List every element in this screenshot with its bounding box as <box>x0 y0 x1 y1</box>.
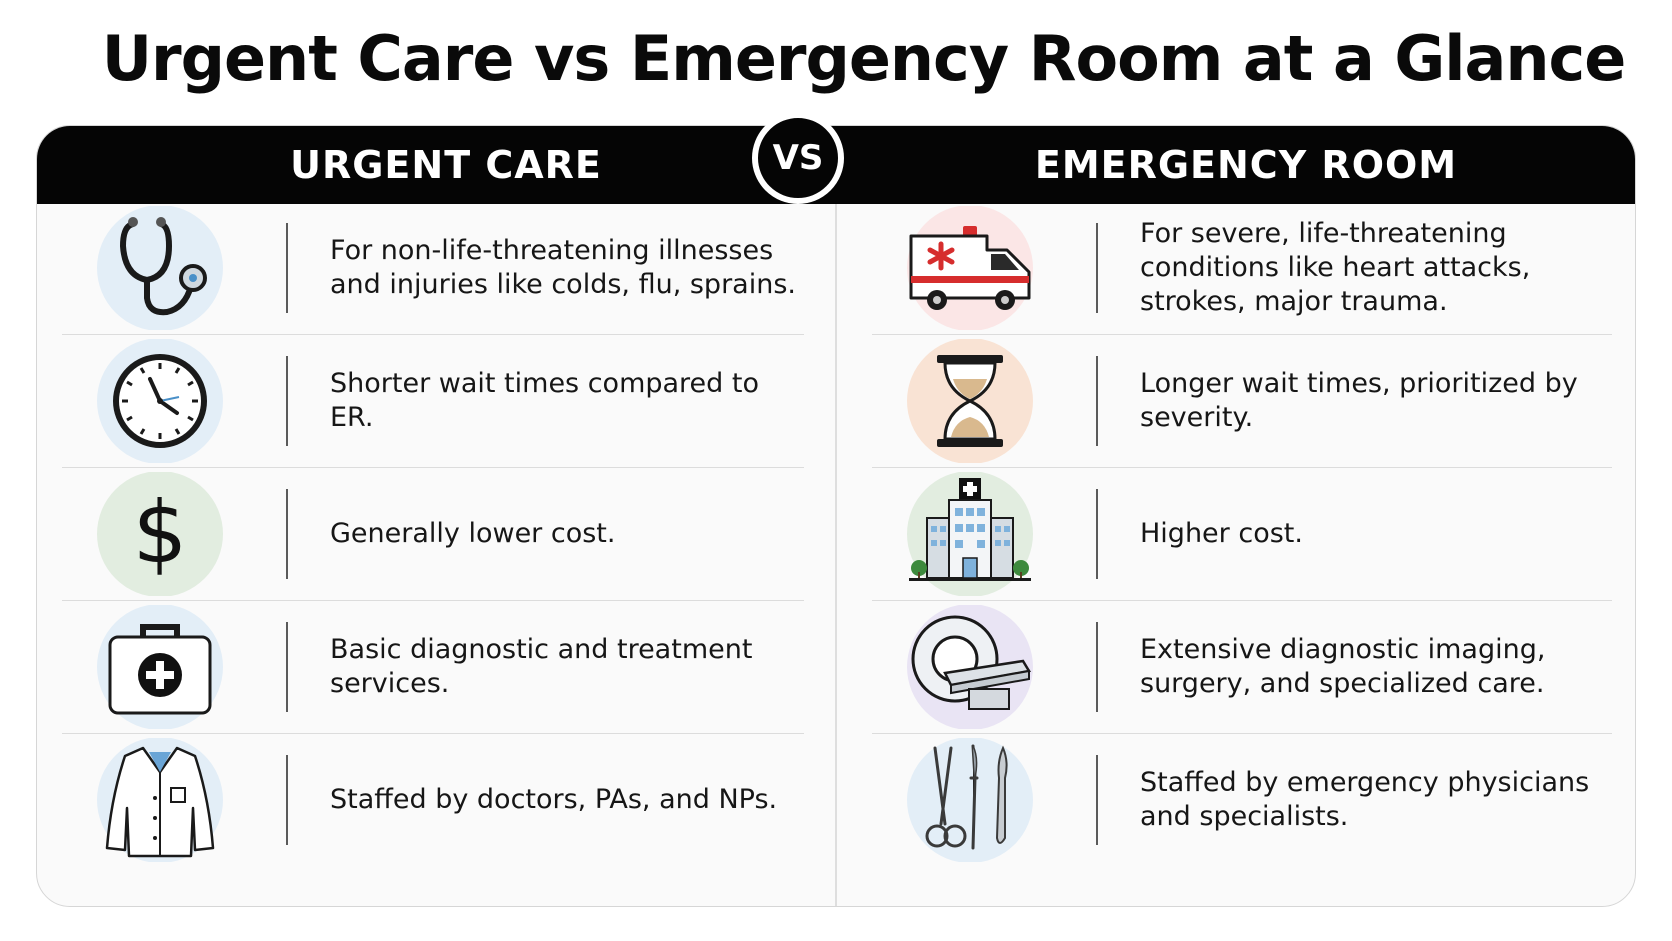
emergency-room-row-cost: Higher cost. <box>872 468 1612 601</box>
urgent-care-purpose-text: For non-life-threatening illnesses and i… <box>330 235 796 300</box>
urgent-care-services-text: Basic diagnostic and treatment services. <box>330 634 753 699</box>
vs-badge: VS <box>752 112 844 204</box>
urgent-care-heading: URGENT CARE <box>290 143 602 187</box>
emergency-room-staff-text: Staffed by emergency physicians and spec… <box>1140 767 1590 832</box>
mri-scanner-icon <box>900 601 1040 733</box>
ambulance-icon <box>900 202 1040 334</box>
column-divider <box>835 204 837 906</box>
row-separator <box>62 732 804 734</box>
hourglass-icon <box>900 335 1040 467</box>
stethoscope-icon <box>90 202 230 334</box>
urgent-care-wait-text: Shorter wait times compared to ER. <box>330 368 759 433</box>
row-divider-bar <box>1096 489 1098 579</box>
emergency-room-cost-text: Higher cost. <box>1140 518 1303 550</box>
row-separator <box>872 466 1612 468</box>
row-divider-bar <box>1096 622 1098 712</box>
row-divider-bar <box>1096 356 1098 446</box>
emergency-room-row-wait: Longer wait times, prioritized by severi… <box>872 335 1612 468</box>
surgical-instruments-icon <box>900 734 1040 866</box>
hospital-building-icon <box>900 468 1040 600</box>
emergency-room-services-text: Extensive diagnostic imaging, surgery, a… <box>1140 634 1546 699</box>
row-separator <box>872 599 1612 601</box>
row-separator <box>62 599 804 601</box>
emergency-room-row-purpose: For severe, life-threatening conditions … <box>872 202 1612 335</box>
row-divider-bar <box>286 356 288 446</box>
urgent-care-row-wait: Shorter wait times compared to ER. <box>62 335 804 468</box>
svg-text:$: $ <box>133 483 188 583</box>
row-divider-bar <box>286 489 288 579</box>
row-separator <box>872 732 1612 734</box>
urgent-care-row-staff: Staffed by doctors, PAs, and NPs. <box>62 734 804 867</box>
row-separator <box>872 333 1612 335</box>
urgent-care-row-cost: $ Generally lower cost. <box>62 468 804 601</box>
row-divider-bar <box>1096 223 1098 313</box>
dollar-sign-icon: $ <box>90 468 230 600</box>
first-aid-kit-icon <box>90 601 230 733</box>
row-separator <box>62 333 804 335</box>
emergency-room-row-staff: Staffed by emergency physicians and spec… <box>872 734 1612 867</box>
urgent-care-staff-text: Staffed by doctors, PAs, and NPs. <box>330 784 778 816</box>
comparison-card: URGENT CARE EMERGENCY ROOM <box>36 125 1636 907</box>
row-separator <box>62 466 804 468</box>
page-title: Urgent Care vs Emergency Room at a Glanc… <box>101 22 1627 95</box>
urgent-care-cost-text: Generally lower cost. <box>330 518 616 550</box>
emergency-room-row-services: Extensive diagnostic imaging, surgery, a… <box>872 601 1612 734</box>
row-divider-bar <box>286 223 288 313</box>
row-divider-bar <box>286 622 288 712</box>
row-divider-bar <box>1096 755 1098 845</box>
emergency-room-heading: EMERGENCY ROOM <box>1034 143 1458 187</box>
emergency-room-wait-text: Longer wait times, prioritized by severi… <box>1140 368 1578 433</box>
emergency-room-purpose-text: For severe, life-threatening conditions … <box>1140 218 1531 317</box>
urgent-care-row-services: Basic diagnostic and treatment services. <box>62 601 804 734</box>
urgent-care-row-purpose: For non-life-threatening illnesses and i… <box>62 202 804 335</box>
clock-icon <box>90 335 230 467</box>
row-divider-bar <box>286 755 288 845</box>
lab-coat-icon <box>90 734 230 866</box>
